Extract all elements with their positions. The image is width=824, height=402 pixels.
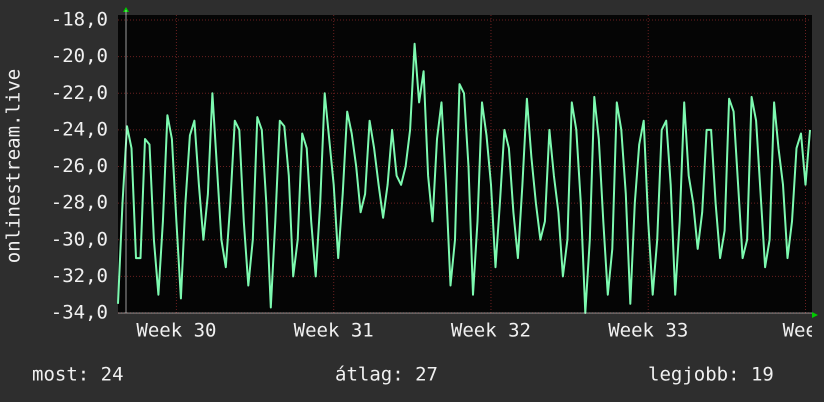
- x-tick-label: Week 32: [451, 320, 531, 342]
- y-tick-label: -28,0: [51, 192, 108, 214]
- footer-best: legjobb: 19: [648, 364, 774, 386]
- y-axis-label: onlinestream.live: [3, 69, 25, 263]
- x-tick-label: Week 31: [294, 320, 374, 342]
- y-tick-label: -22,0: [51, 82, 108, 104]
- plot-area: [118, 15, 812, 313]
- footer-current: most: 24: [32, 364, 124, 386]
- axis-arrow: [812, 312, 818, 318]
- y-tick-label: -18,0: [51, 9, 108, 31]
- y-tick-label: -32,0: [51, 265, 108, 287]
- y-tick-label: -20,0: [51, 45, 108, 67]
- data-line: [117, 42, 811, 314]
- right-cover: [812, 320, 824, 344]
- x-tick-label: Week 30: [136, 320, 216, 342]
- y-tick-label: -34,0: [51, 302, 108, 324]
- y-tick-label: -30,0: [51, 228, 108, 250]
- y-tick-label: -24,0: [51, 118, 108, 140]
- footer-average: átlag: 27: [335, 364, 438, 386]
- axis-arrow: [123, 7, 129, 12]
- y-tick-label: -26,0: [51, 155, 108, 177]
- x-tick-label: Week 33: [608, 320, 688, 342]
